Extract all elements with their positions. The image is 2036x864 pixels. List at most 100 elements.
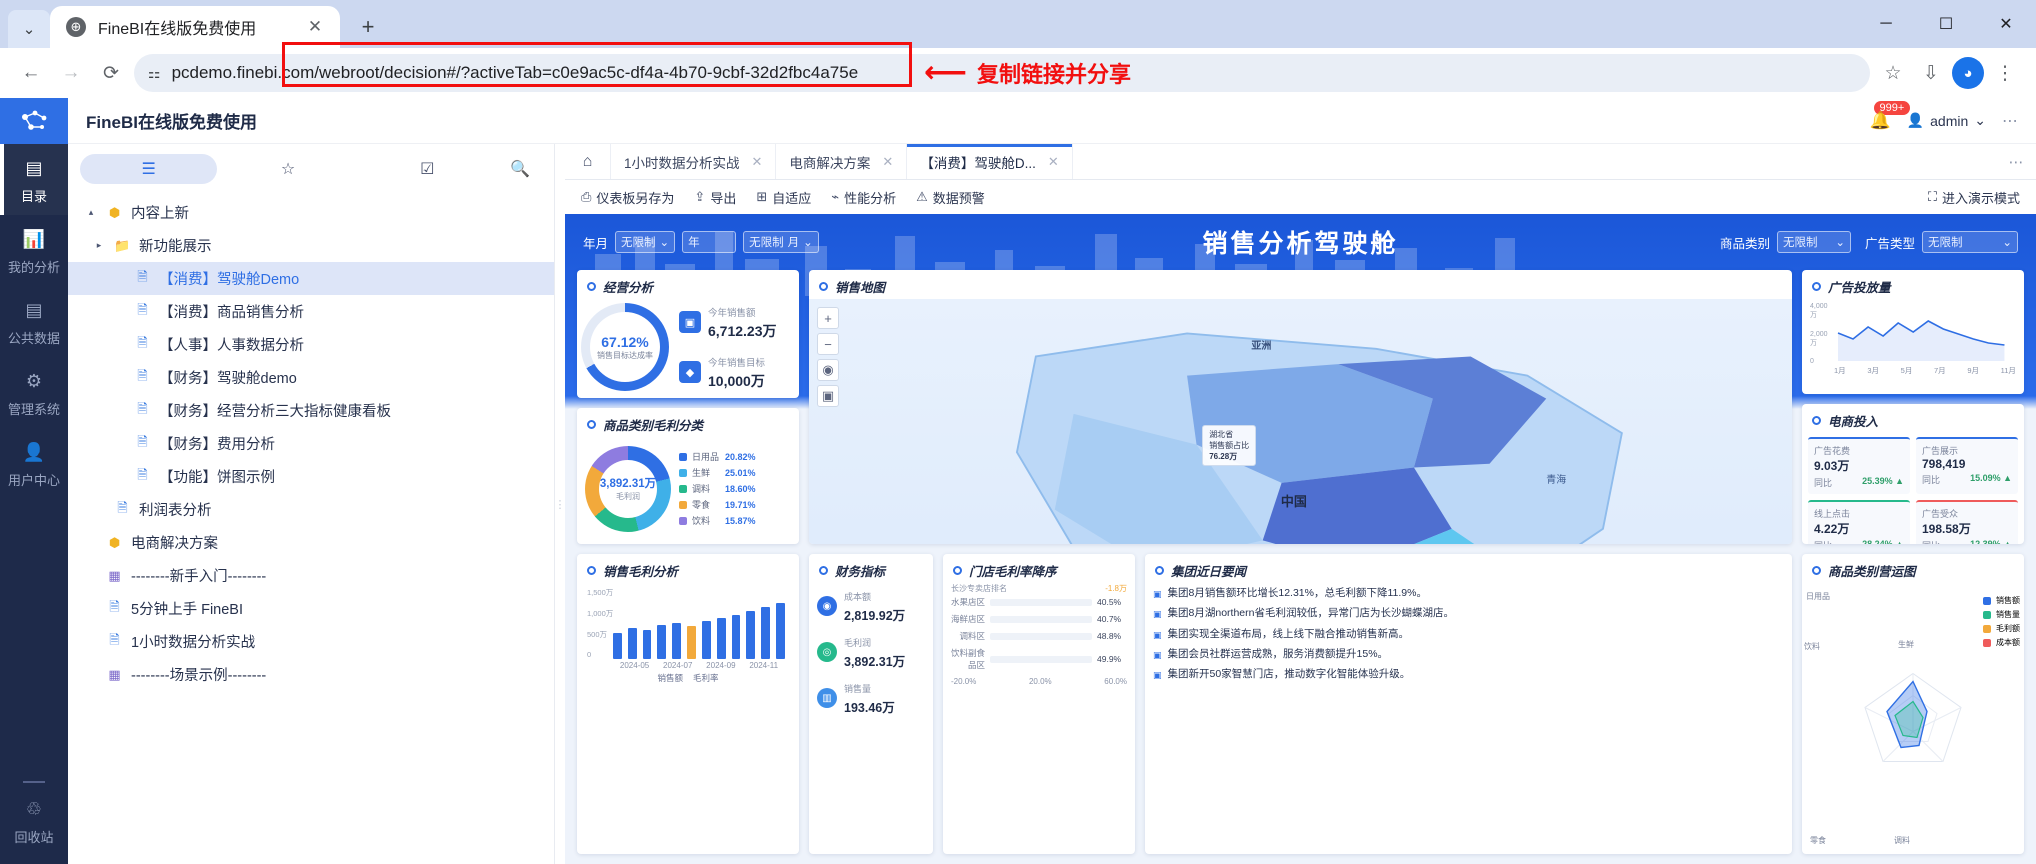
tree-node-folder[interactable]: ▸ 📁 新功能展示 (68, 229, 554, 262)
site-settings-icon[interactable]: ⚏ (148, 64, 161, 81)
ad-type-filter[interactable]: 广告类型 无限制 ⌄ (1865, 231, 2018, 253)
more-options-icon[interactable]: ⋯ (2002, 112, 2018, 130)
radar-axis-label: 饮料 (1804, 642, 1820, 651)
month-select[interactable]: 无限制 月 ⌄ (743, 231, 819, 253)
tabbar-more-icon[interactable]: ⋯ (2008, 153, 2024, 171)
close-window-button[interactable]: ✕ (1999, 16, 2013, 33)
close-tab-icon[interactable]: ✕ (307, 17, 323, 36)
tree-node-label: 【财务】费用分析 (159, 437, 275, 453)
dashboard-tab-active[interactable]: 【消费】驾驶舱D... ✕ (907, 144, 1073, 179)
kpi-list: ▣ 今年销售额 6,712.23万 ◆ (679, 303, 777, 391)
adaptive-button[interactable]: ⊞ 自适应 (756, 188, 811, 207)
card-title: 商品类别毛利分类 (603, 419, 704, 433)
tree-node-label: 【消费】驾驶舱Demo (159, 272, 300, 288)
forward-icon[interactable]: → (61, 62, 81, 83)
caret-icon[interactable]: ▸ (96, 240, 102, 250)
card-store-rank[interactable]: 门店毛利率降序 长沙专卖店排名 -1.8万 水果店区 40.5% (943, 554, 1135, 854)
legend-item: 调料 18.60% (679, 482, 756, 495)
presentation-mode-button[interactable]: ⛶ 进入演示模式 (1928, 188, 2020, 207)
legend-item: 生鲜 25.01% (679, 466, 756, 479)
year-month-filter[interactable]: 年月 无限制 ⌄ 年 无限制 月 (583, 231, 819, 253)
data-alert-button[interactable]: ⚠ 数据预警 (916, 188, 985, 207)
sidebar-item-recycle-bin[interactable]: ♲ 回收站 (0, 785, 68, 864)
tree-node[interactable]: ▸ 🗎 【功能】饼图示例 (68, 460, 554, 493)
category-filter-select[interactable]: 无限制 ⌄ (1776, 231, 1851, 253)
browser-tab[interactable]: ⊕ FineBI在线版免费使用 ✕ (50, 6, 340, 48)
sidebar-item-catalog[interactable]: ▤ 目录 (0, 144, 68, 215)
layers-icon[interactable]: ▣ (817, 385, 839, 407)
zoom-out-button[interactable]: − (817, 333, 839, 355)
save-as-button[interactable]: ⎙ 仪表板另存为 (581, 188, 674, 207)
back-icon[interactable]: ← (21, 62, 41, 83)
pane-resize-handle[interactable]: ⋮ (555, 144, 566, 864)
card-gross-profit-analysis[interactable]: 销售毛利分析 1,500万 1,000万 500万 (577, 554, 799, 854)
export-button[interactable]: ⇪ 导出 (694, 188, 736, 207)
app-header: FineBI在线版免费使用 999+ 🔔 👤 admin ⌄ ⋯ (68, 98, 2036, 144)
tree-node[interactable]: ▸ 🗎 5分钟上手 FineBI (68, 592, 554, 625)
tree-node-group[interactable]: ▴ ⬢ 内容上新 (68, 196, 554, 229)
card-management-analysis[interactable]: 经营分析 67.12% 销售目标达成率 (577, 270, 799, 398)
performance-button[interactable]: ⌁ 性能分析 (831, 188, 896, 207)
finebi-logo[interactable] (0, 98, 68, 144)
ad-type-filter-select[interactable]: 无限制 ⌄ (1922, 231, 2018, 253)
tree-node-group[interactable]: ▸ ⬢ 电商解决方案 (68, 526, 554, 559)
bell-icon[interactable]: 🔔 (1869, 110, 1891, 130)
donut-value: 3,892.31万 (599, 478, 657, 490)
sidebar-item-user-center[interactable]: 👤 用户中心 (0, 428, 68, 499)
url-text: pcdemo.finebi.com/webroot/decision#/?act… (171, 63, 859, 82)
tree-node-divider[interactable]: ▸ ▦ --------新手入门-------- (68, 559, 554, 592)
china-map[interactable]: + − ◉ ▣ (809, 299, 1792, 544)
new-tab-button[interactable]: + (361, 14, 375, 39)
close-icon[interactable]: ✕ (882, 153, 894, 169)
minimize-button[interactable]: ─ (1880, 15, 1892, 32)
close-icon[interactable]: ✕ (751, 153, 763, 169)
dashboard-tab[interactable]: 1小时数据分析实战 ✕ (611, 144, 777, 179)
sidebar-item-admin[interactable]: ⚙ 管理系统 (0, 357, 68, 428)
tab-favorites[interactable]: ☆ (219, 154, 356, 184)
chrome-menu-icon[interactable]: ⋮ (1995, 62, 2015, 84)
year-select[interactable]: 年 (682, 231, 737, 253)
card-ad-spend[interactable]: 广告投放量 4,000万 2,000万 0 (1802, 270, 2024, 394)
sidebar-item-my-analysis[interactable]: 📊 我的分析 (0, 215, 68, 286)
card-category-radar[interactable]: 商品类别营运图 (1802, 554, 2024, 854)
downloads-icon[interactable]: ⇩ (1923, 62, 1939, 84)
dashboard-title: 销售分析驾驶舱 (1202, 230, 1399, 258)
tab-list[interactable]: ☰ (80, 154, 218, 184)
year-month-select[interactable]: 无限制 ⌄ (615, 231, 676, 253)
zoom-in-button[interactable]: + (817, 307, 839, 329)
tab-edit[interactable]: ☑ (359, 154, 496, 184)
tree-node[interactable]: ▸ 🗎 【财务】驾驶舱demo (68, 361, 554, 394)
tree-node[interactable]: ▸ 🗎 【财务】经营分析三大指标健康看板 (68, 394, 554, 427)
card-group-news[interactable]: 集团近日要闻 ▣ 集团8月销售额环比增长12.31%，总毛利额下降11.9%。 ▣… (1145, 554, 1792, 854)
window-controls: ─ ☐ ✕ (1856, 0, 2036, 48)
reload-icon[interactable]: ⟳ (103, 62, 119, 84)
tree-node-selected[interactable]: ▸ 🗎 【消费】驾驶舱Demo (68, 262, 554, 295)
tab-search-chevron-icon[interactable]: ⌄ (8, 10, 50, 48)
tree-node[interactable]: ▸ 🗎 【消费】商品销售分析 (68, 295, 554, 328)
tree-node-divider[interactable]: ▸ ▦ --------场景示例-------- (68, 658, 554, 691)
search-icon[interactable]: 🔍 (510, 161, 530, 178)
bookmark-star-icon[interactable]: ☆ (1884, 62, 1902, 84)
dashboard-tab[interactable]: 电商解决方案 ✕ (776, 144, 908, 179)
close-icon[interactable]: ✕ (1047, 153, 1059, 169)
card-category-profit[interactable]: 商品类别毛利分类 3,892.31万 毛利润 (577, 408, 799, 544)
tree-node[interactable]: ▸ 🗎 利润表分析 (68, 493, 554, 526)
dashboard-tab-label: 1小时数据分析实战 (624, 155, 740, 171)
user-menu[interactable]: 👤 admin ⌄ (1907, 112, 1986, 129)
card-header: 集团近日要闻 (1145, 554, 1792, 583)
compass-icon[interactable]: ◉ (817, 359, 839, 381)
tree-node[interactable]: ▸ 🗎 【人事】人事数据分析 (68, 328, 554, 361)
sidebar-item-public-data[interactable]: ▤ 公共数据 (0, 286, 68, 357)
caret-icon[interactable]: ▴ (88, 207, 94, 217)
tree-node[interactable]: ▸ 🗎 【财务】费用分析 (68, 427, 554, 460)
tree-node[interactable]: ▸ 🗎 1小时数据分析实战 (68, 625, 554, 658)
investment-cell: 线上点击 4.22万 同比28.24% ▲ (1808, 500, 1910, 544)
card-finance-metrics[interactable]: 财务指标 ◉ 成本额 2,819.92万 (809, 554, 933, 854)
category-filter[interactable]: 商品类别 无限制 ⌄ (1720, 231, 1851, 253)
ad-type-filter-label: 广告类型 (1864, 236, 1915, 251)
card-ecommerce-investment[interactable]: 电商投入 广告花费 9.03万 同比 25.39% ▲ (1802, 404, 2024, 544)
profile-avatar[interactable]: ◕ (1952, 57, 1984, 89)
maximize-button[interactable]: ☐ (1938, 16, 1954, 33)
card-sales-map[interactable]: 销售地图 + − ◉ ▣ (809, 270, 1792, 544)
home-icon[interactable]: ⌂ (565, 144, 611, 179)
